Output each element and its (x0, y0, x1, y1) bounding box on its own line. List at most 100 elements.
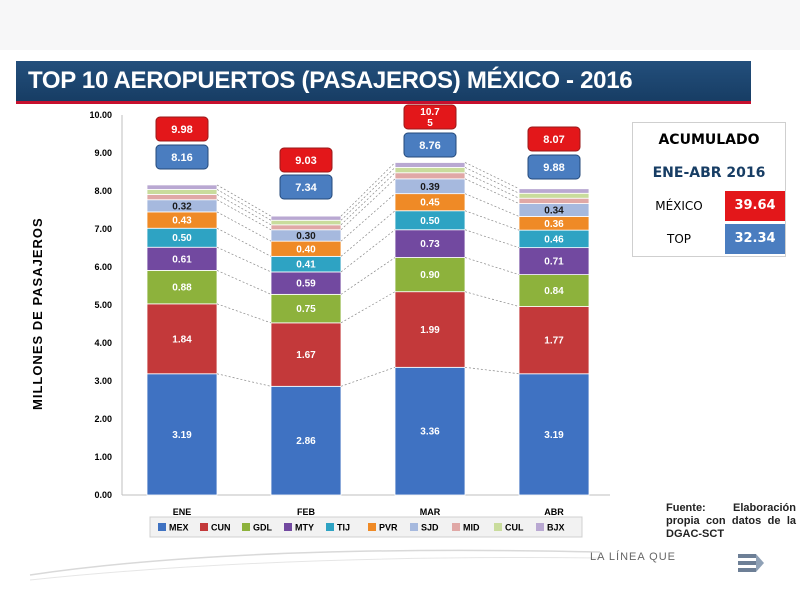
connector-line (341, 179, 395, 230)
x-tick-label: ENE (173, 507, 192, 517)
data-label: 0.36 (544, 219, 564, 230)
data-label: 1.67 (296, 350, 316, 361)
x-tick-label: MAR (420, 507, 441, 517)
data-label: 0.59 (296, 279, 316, 290)
panel-row-top: TOP 32.34 (633, 224, 785, 254)
connector-line (217, 270, 271, 294)
y-tick-label: 3.00 (94, 376, 112, 386)
y-tick-label: 4.00 (94, 338, 112, 348)
y-tick-label: 10.00 (89, 110, 112, 120)
bar-segment-mid (271, 225, 341, 230)
total-mexico-label: 9.98 (171, 124, 192, 136)
y-tick-label: 1.00 (94, 452, 112, 462)
bar-segment-bjx (395, 163, 465, 168)
bar-segment-cul (395, 167, 465, 172)
bar-segment-cul (147, 189, 217, 194)
data-label: 0.84 (544, 286, 564, 297)
y-axis-label: MILLONES DE PASAJEROS (30, 217, 45, 410)
title-bar: TOP 10 AEROPUERTOS (PASAJEROS) MÉXICO - … (16, 61, 751, 104)
connector-line (341, 167, 395, 220)
stacked-bar-chart: 0.001.002.003.004.005.006.007.008.009.00… (120, 105, 613, 550)
bar-segment-bjx (147, 185, 217, 190)
panel-row-label: TOP (633, 224, 725, 254)
y-tick-label: 2.00 (94, 414, 112, 424)
connector-line (217, 200, 271, 230)
connector-line (465, 292, 519, 307)
data-label: 0.34 (544, 206, 564, 217)
footer-swoosh (0, 530, 800, 600)
data-label: 0.45 (420, 198, 440, 209)
bar-segment-mid (519, 198, 589, 203)
data-label: 0.73 (420, 239, 440, 250)
y-tick-label: 9.00 (94, 148, 112, 158)
logo-icon (736, 550, 766, 576)
bar-segment-mid (147, 194, 217, 199)
total-top-label: 8.16 (171, 152, 192, 164)
data-label: 0.75 (296, 304, 316, 315)
panel-row-mexico: MÉXICO 39.64 (633, 191, 785, 221)
connector-line (217, 185, 271, 216)
data-label: 3.36 (420, 427, 440, 438)
connector-line (217, 194, 271, 224)
connector-line (465, 179, 519, 204)
connector-line (217, 228, 271, 256)
total-mexico-label: 10.7 (420, 107, 440, 118)
connector-line (217, 247, 271, 272)
connector-line (465, 230, 519, 248)
bar-segment-cul (519, 193, 589, 198)
connector-line (341, 230, 395, 272)
data-label: 1.77 (544, 336, 564, 347)
bar-segment-mid (395, 173, 465, 179)
panel-row-label: MÉXICO (633, 191, 725, 221)
connector-line (465, 167, 519, 193)
data-label: 0.41 (296, 260, 316, 271)
y-tick-label: 8.00 (94, 186, 112, 196)
connector-line (465, 367, 519, 373)
total-top-label: 7.34 (295, 182, 317, 194)
total-mexico-label: 8.07 (543, 134, 564, 146)
connector-line (465, 173, 519, 198)
connector-line (341, 292, 395, 323)
data-label: 0.32 (172, 201, 192, 212)
data-label: 0.71 (544, 257, 564, 268)
data-label: 0.43 (172, 216, 192, 227)
panel-title: ACUMULADO (633, 123, 785, 157)
connector-line (217, 212, 271, 241)
total-top-label: 8.76 (419, 140, 440, 152)
data-label: 0.61 (172, 254, 192, 265)
data-label: 0.39 (420, 182, 440, 193)
connector-line (465, 258, 519, 275)
connector-line (217, 374, 271, 387)
connector-line (465, 194, 519, 217)
y-tick-label: 5.00 (94, 300, 112, 310)
panel-row-value: 39.64 (725, 191, 785, 221)
connector-line (217, 189, 271, 220)
footer-text: LA LÍNEA QUE (590, 551, 676, 563)
data-label: 0.90 (420, 270, 440, 281)
connector-line (465, 163, 519, 189)
data-label: 3.19 (172, 430, 192, 441)
data-label: 0.46 (544, 234, 564, 245)
bar-segment-cul (271, 220, 341, 225)
data-label: 0.50 (172, 233, 192, 244)
data-label: 1.99 (420, 325, 440, 336)
y-tick-label: 0.00 (94, 490, 112, 500)
bar-segment-bjx (271, 216, 341, 220)
data-label: 0.30 (296, 231, 316, 242)
data-label: 1.84 (172, 334, 192, 345)
connector-line (341, 367, 395, 386)
x-tick-label: FEB (297, 507, 316, 517)
connector-line (465, 211, 519, 230)
connector-line (341, 211, 395, 257)
y-tick-label: 6.00 (94, 262, 112, 272)
data-label: 0.50 (420, 216, 440, 227)
panel-row-value: 32.34 (725, 224, 785, 254)
page-title: TOP 10 AEROPUERTOS (PASAJEROS) MÉXICO - … (28, 67, 632, 95)
data-label: 0.40 (296, 244, 316, 255)
panel-subtitle: ENE-ABR 2016 (633, 157, 785, 189)
top-background (0, 0, 800, 50)
total-mexico-label: 5 (427, 118, 433, 129)
accumulated-panel: ACUMULADO ENE-ABR 2016 MÉXICO 39.64 TOP … (632, 122, 786, 257)
total-top-label: 9.88 (543, 162, 564, 174)
total-mexico-label: 9.03 (295, 155, 316, 167)
